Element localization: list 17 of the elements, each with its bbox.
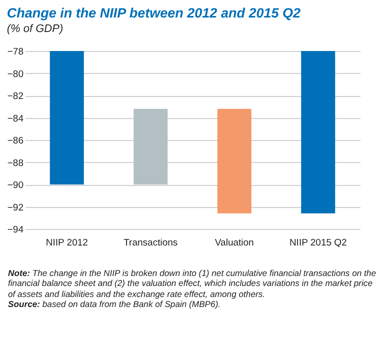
y-tick-label: −90	[7, 180, 24, 191]
y-tick-label: −86	[7, 136, 24, 146]
y-tick-label: −94	[7, 224, 24, 236]
y-tick-label: −84	[7, 113, 24, 124]
y-tick-label: −80	[7, 68, 24, 80]
chart-subtitle: (% of GDP)	[6, 23, 64, 35]
chart-title: Change in the NIIP between 2012 and 2015 Q2	[6, 6, 301, 20]
y-tick-label: −88	[7, 158, 24, 169]
source-note: Source: based on data from the Bank of Spain (MBP6).	[8, 298, 221, 310]
x-tick-label: Transactions	[124, 238, 178, 248]
text: Note: The change in the NIIP is broken down into (1) net cumulative financial transactions on the financial balance sheet and (2) the valuation effect, which includes variations in the market price of assets and liabilities and the exchange rate effect, among others.	[8, 268, 377, 299]
x-tick-label: Valuation	[214, 238, 254, 248]
y-tick-label: −82	[7, 91, 24, 102]
y-tick-label: −78	[7, 46, 24, 58]
x-tick-label: NIIP 2012	[46, 238, 88, 248]
x-tick-label: NIIP 2015 Q2	[289, 238, 347, 248]
y-tick-label: −92	[7, 202, 24, 214]
